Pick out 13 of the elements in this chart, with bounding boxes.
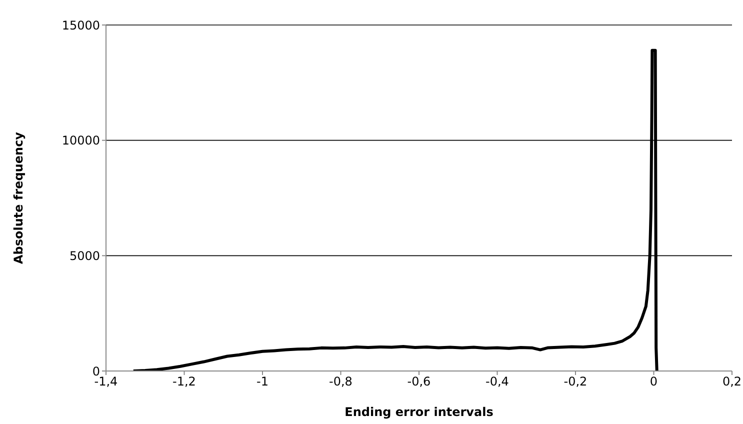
- y-axis-title: Absolute frequency: [11, 132, 26, 264]
- x-tick-label: -0,4: [486, 374, 509, 389]
- y-tick-label: 5000: [69, 248, 100, 263]
- x-tick-label: -0,6: [407, 374, 431, 389]
- x-tick-label: -1: [256, 374, 268, 389]
- x-tick-label: -0,2: [564, 374, 588, 389]
- y-tick-label: 15000: [62, 18, 100, 32]
- y-tick-label: 10000: [62, 134, 100, 148]
- x-tick-label: -1,2: [172, 374, 196, 389]
- x-axis-title: Ending error intervals: [344, 405, 494, 419]
- x-tick-label: 0,2: [722, 374, 742, 389]
- x-tick-label: 0: [650, 374, 658, 389]
- x-tick-label: -0,8: [329, 374, 352, 389]
